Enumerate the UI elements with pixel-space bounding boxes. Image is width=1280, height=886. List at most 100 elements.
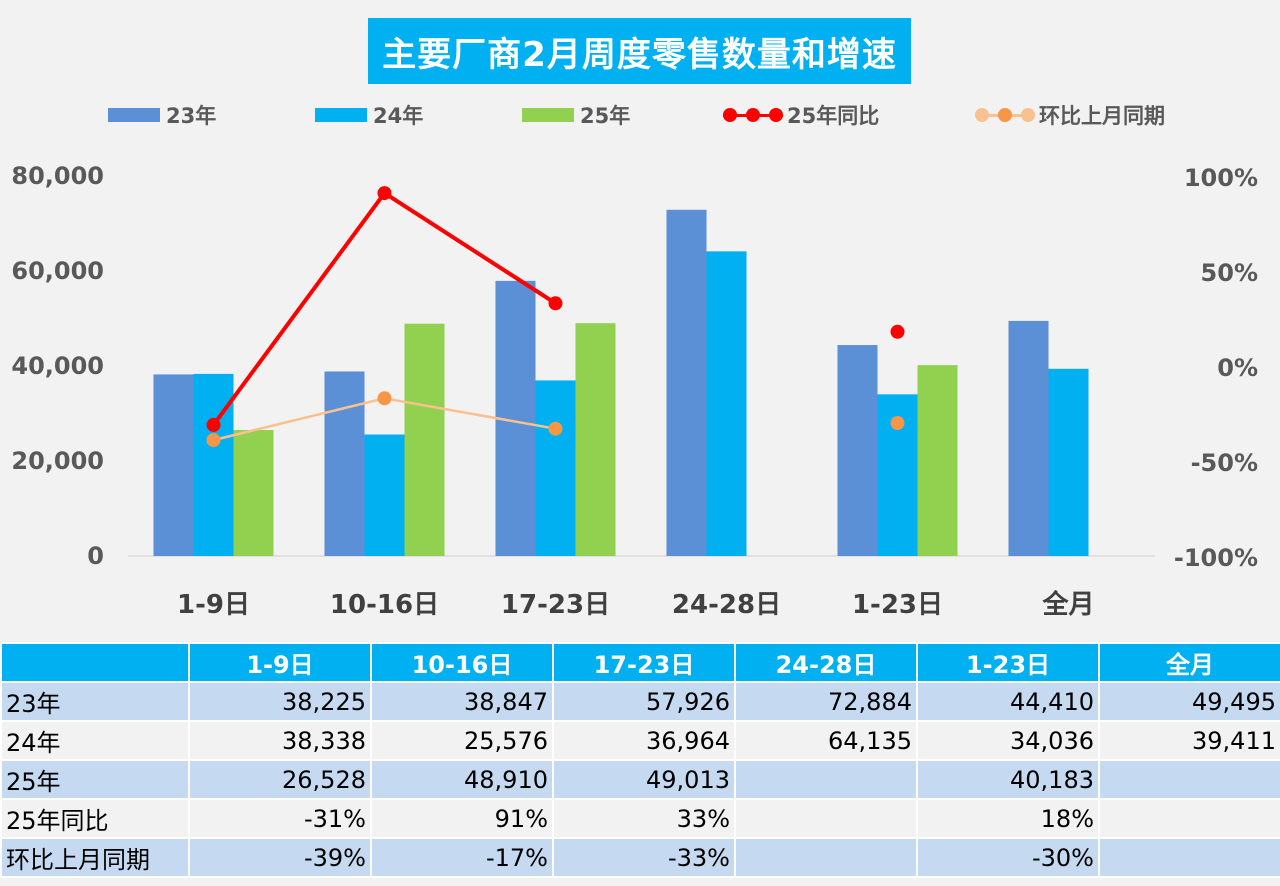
bar (917, 365, 958, 556)
table-cell: 39,411 (1098, 720, 1280, 761)
table-cell (1098, 798, 1280, 839)
x-tick-label: 全月 (1041, 589, 1094, 620)
bar (666, 209, 707, 556)
table-cell: 18% (916, 798, 1100, 839)
table-cell (734, 759, 918, 800)
line-point (377, 186, 392, 201)
table-row: 25年 26,528 48,910 49,013 40,183 (0, 759, 1280, 800)
y-tick-label-left: 20,000 (11, 447, 104, 475)
y-tick-label-right: 50% (1201, 259, 1258, 287)
table-header-cell: 全月 (1098, 642, 1280, 683)
table-cell: 34,036 (916, 720, 1100, 761)
table-row: 23年 38,225 38,847 57,926 72,884 44,410 4… (0, 681, 1280, 722)
table-cell: 33% (552, 798, 736, 839)
bar (364, 434, 405, 556)
bar (535, 380, 576, 556)
bar (837, 345, 878, 556)
table-cell: 26,528 (188, 759, 372, 800)
row-label: 25年 (0, 759, 190, 800)
y-axis-left: 0 20,000 40,000 60,000 80,000 (11, 162, 104, 570)
table-cell: 64,135 (734, 720, 918, 761)
chart: 0 20,000 40,000 60,000 80,000 -100% -50% 0% 50%… (11, 162, 1258, 620)
table-cell: 49,013 (552, 759, 736, 800)
row-label: 23年 (0, 681, 190, 722)
series-line-segment (213, 397, 385, 442)
table-header-cell: 1-23日 (916, 642, 1100, 683)
line-point (890, 324, 905, 339)
table-row: 环比上月同期 -39% -17% -33% -30% (0, 837, 1280, 878)
x-tick-label: 17-23日 (501, 590, 610, 620)
series-line-segment (211, 191, 387, 427)
data-table: 1-9日 10-16日 17-23日 24-28日 1-23日 全月 23年 3… (0, 642, 1280, 878)
line-point (206, 417, 221, 432)
legend-24: 24年 (315, 100, 423, 130)
table-header-row: 1-9日 10-16日 17-23日 24-28日 1-23日 全月 (0, 642, 1280, 683)
table-header-cell: 10-16日 (370, 642, 554, 683)
bar (404, 323, 445, 556)
y-tick-label-right: -50% (1191, 449, 1258, 477)
y-tick-label-right: 0% (1217, 354, 1258, 382)
table-cell (1098, 759, 1280, 800)
table-cell: 36,964 (552, 720, 736, 761)
table-cell (734, 798, 918, 839)
table-cell: -31% (188, 798, 372, 839)
table-cell: 44,410 (916, 681, 1100, 722)
lines-group (206, 186, 905, 448)
row-label: 25年同比 (0, 798, 190, 839)
legend-25-yoy: 25年同比 (723, 100, 879, 130)
bar (233, 429, 274, 556)
legend-swatch-25-yoy (723, 105, 783, 125)
y-tick-label-left: 40,000 (11, 352, 104, 380)
table-cell: 91% (370, 798, 554, 839)
y-tick-label-left: 60,000 (11, 257, 104, 285)
line-point (548, 421, 563, 436)
legend-23: 23年 (108, 100, 216, 130)
row-label: 环比上月同期 (0, 837, 190, 878)
legend-swatch-mom (975, 105, 1035, 125)
legend-swatch-25 (522, 108, 574, 122)
x-tick-label: 24-28日 (672, 590, 781, 620)
bar (153, 374, 194, 556)
table-cell: -39% (188, 837, 372, 878)
legend-25: 25年 (522, 100, 630, 130)
table-cell: 38,338 (188, 720, 372, 761)
bar (1048, 368, 1089, 556)
line-point (548, 296, 563, 311)
legend-label-mom: 环比上月同期 (1039, 104, 1165, 128)
table-cell: -33% (552, 837, 736, 878)
bar (1008, 320, 1049, 556)
line-point (890, 416, 905, 430)
legend-label-23: 23年 (166, 104, 217, 128)
row-label: 24年 (0, 720, 190, 761)
bar (706, 251, 747, 556)
y-tick-label-right: -100% (1174, 544, 1258, 572)
bar (324, 371, 365, 556)
table-cell: 40,183 (916, 759, 1100, 800)
line-point (377, 391, 392, 406)
table-header-cell (0, 642, 190, 683)
y-tick-label-left: 80,000 (11, 162, 104, 190)
table-cell: -17% (370, 837, 554, 878)
series-line-segment (384, 397, 556, 430)
table-cell: 49,495 (1098, 681, 1280, 722)
table-row: 24年 38,338 25,576 36,964 64,135 34,036 3… (0, 720, 1280, 761)
x-tick-label: 1-9日 (177, 590, 250, 620)
legend-label-25-yoy: 25年同比 (787, 104, 880, 128)
y-axis-right: -100% -50% 0% 50% 100% (1174, 164, 1258, 572)
x-tick-label: 1-23日 (852, 590, 943, 620)
table-cell: 48,910 (370, 759, 554, 800)
table-cell: -30% (916, 837, 1100, 878)
table-header-cell: 17-23日 (552, 642, 736, 683)
bar (193, 373, 234, 556)
bars-group (153, 209, 1089, 556)
series-line-segment (383, 191, 557, 305)
table-cell (1098, 837, 1280, 878)
y-tick-label-right: 100% (1184, 164, 1258, 192)
legend-mom: 环比上月同期 (975, 100, 1165, 130)
chart-title: 主要厂商2月周度零售数量和增速 (368, 18, 911, 84)
table-cell: 25,576 (370, 720, 554, 761)
x-axis-labels: 1-9日 10-16日 17-23日 24-28日 1-23日 全月 (177, 589, 1095, 620)
table-cell: 38,847 (370, 681, 554, 722)
legend-label-24: 24年 (373, 104, 424, 128)
x-tick-label: 10-16日 (330, 590, 439, 620)
